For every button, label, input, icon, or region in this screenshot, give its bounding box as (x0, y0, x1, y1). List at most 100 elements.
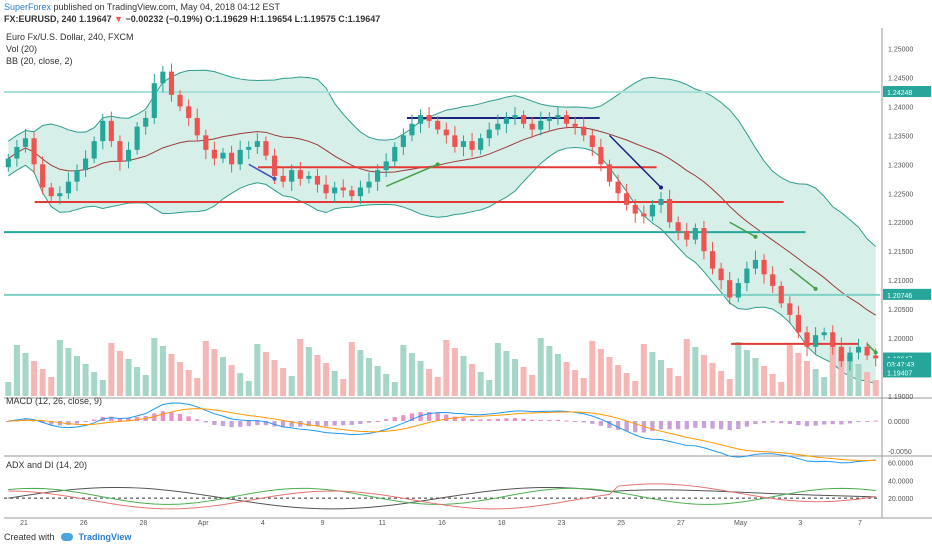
volume-bar (211, 349, 218, 396)
price-label-box (883, 366, 931, 378)
candle-body (529, 123, 535, 130)
volume-bar (494, 343, 501, 396)
macd-histogram-bar (306, 421, 312, 427)
candle-body (375, 170, 381, 182)
candle-body (521, 115, 527, 124)
candle-body (74, 170, 80, 182)
macd-histogram-bar (469, 419, 475, 421)
candle-body (340, 187, 346, 191)
macd-histogram-bar (736, 421, 741, 430)
volume-bar (520, 367, 527, 396)
macd-histogram-bar (246, 421, 251, 427)
candle-body (366, 181, 372, 188)
volume-bar (348, 342, 355, 396)
volume-bar (5, 382, 12, 396)
volume-bar (426, 369, 433, 396)
volume-bar (13, 345, 20, 396)
candle-body (813, 335, 819, 347)
macd-histogram-bar (530, 419, 535, 421)
candle-body (546, 117, 552, 121)
candle-body (761, 259, 767, 275)
candle-body (229, 152, 235, 165)
candle-body (280, 175, 286, 182)
volume-bar (769, 374, 776, 396)
volume-bar (829, 340, 836, 396)
brand-name[interactable]: SuperForex (4, 2, 52, 12)
volume-bar (288, 376, 295, 396)
macd-histogram-bar (272, 421, 277, 427)
candle-body (31, 138, 37, 165)
candle-body (503, 117, 509, 124)
volume-bar (709, 363, 716, 396)
trend-arrow (866, 343, 877, 354)
macd-histogram-bar (134, 417, 140, 421)
candle-body (572, 123, 578, 127)
macd-histogram-bar (280, 421, 286, 428)
volume-bar (640, 344, 647, 396)
volume-bar (846, 356, 853, 396)
volume-bar (305, 347, 312, 396)
macd-histogram-bar (564, 420, 569, 422)
chart-area[interactable]: 1.25000 1.24500 1.24000 1.23500 1.23000 1.225… (0, 28, 932, 528)
macd-histogram-bar (658, 421, 664, 430)
candle-body (22, 138, 29, 147)
volume-bar (821, 377, 828, 396)
macd-histogram-bar (856, 421, 861, 423)
macd-histogram-bar (31, 420, 37, 422)
macd-histogram-bar (701, 421, 707, 428)
candle-body (778, 285, 784, 304)
price-chart[interactable]: 1.25000 1.24500 1.24000 1.23500 1.23000 1.225… (0, 28, 932, 528)
macd-histogram-bar (349, 421, 354, 426)
candle-body (203, 135, 209, 150)
macd-histogram-bar (49, 421, 54, 425)
candle-body (177, 94, 183, 107)
trend-arrow-head (873, 350, 878, 355)
price-tick-label: 1.24000 (888, 104, 913, 111)
volume-bar (615, 365, 622, 396)
volume-bar (31, 361, 38, 396)
macd-histogram-bar (633, 421, 638, 433)
macd-histogram-bar (152, 413, 157, 421)
macd-histogram-bar (495, 418, 500, 421)
adx-tick-label: 40.0000 (888, 478, 913, 485)
volume-bar (451, 348, 458, 396)
volume-bar (726, 379, 733, 396)
footer-created: Created with (4, 532, 55, 542)
volume-bar (572, 370, 579, 396)
candle-body (14, 146, 20, 159)
price-label: 1.24248 (887, 90, 912, 97)
footer-brand[interactable]: TradingView (78, 532, 132, 542)
price-label-box (883, 352, 931, 364)
volume-bar (692, 347, 699, 396)
volume-bar (803, 361, 811, 396)
time-tick-label: Apr (198, 520, 210, 527)
candle-body (469, 141, 475, 150)
volume-bar (761, 366, 768, 396)
volume-bar (838, 348, 845, 396)
macd-histogram-bar (435, 413, 440, 421)
macd-histogram-bar (607, 421, 612, 429)
macd-histogram-bar (727, 421, 732, 431)
macd-histogram-bar (547, 419, 552, 421)
macd-histogram-bar (624, 421, 629, 432)
macd-histogram-bar (461, 417, 466, 421)
volume-bar (511, 359, 519, 396)
candle-body (409, 123, 415, 136)
ticker: FX:EURUSD, 240 (4, 14, 77, 24)
macd-histogram-bar (117, 418, 123, 421)
volume-bar (314, 355, 321, 396)
macd-histogram-bar (590, 421, 595, 424)
volume-bar (503, 351, 510, 396)
volume-bar (597, 349, 604, 396)
candle-body (701, 228, 707, 252)
macd-histogram-bar (753, 421, 758, 425)
volume-bar (778, 382, 785, 396)
candle-body (246, 146, 252, 150)
time-tick-label: 27 (677, 520, 685, 527)
macd-histogram-bar (177, 413, 183, 421)
macd-histogram-bar (358, 421, 363, 424)
legend-vol: Vol (20) (6, 44, 37, 54)
candle-body (357, 187, 363, 197)
macd-histogram-bar (684, 421, 689, 430)
volume-bar (99, 380, 106, 396)
